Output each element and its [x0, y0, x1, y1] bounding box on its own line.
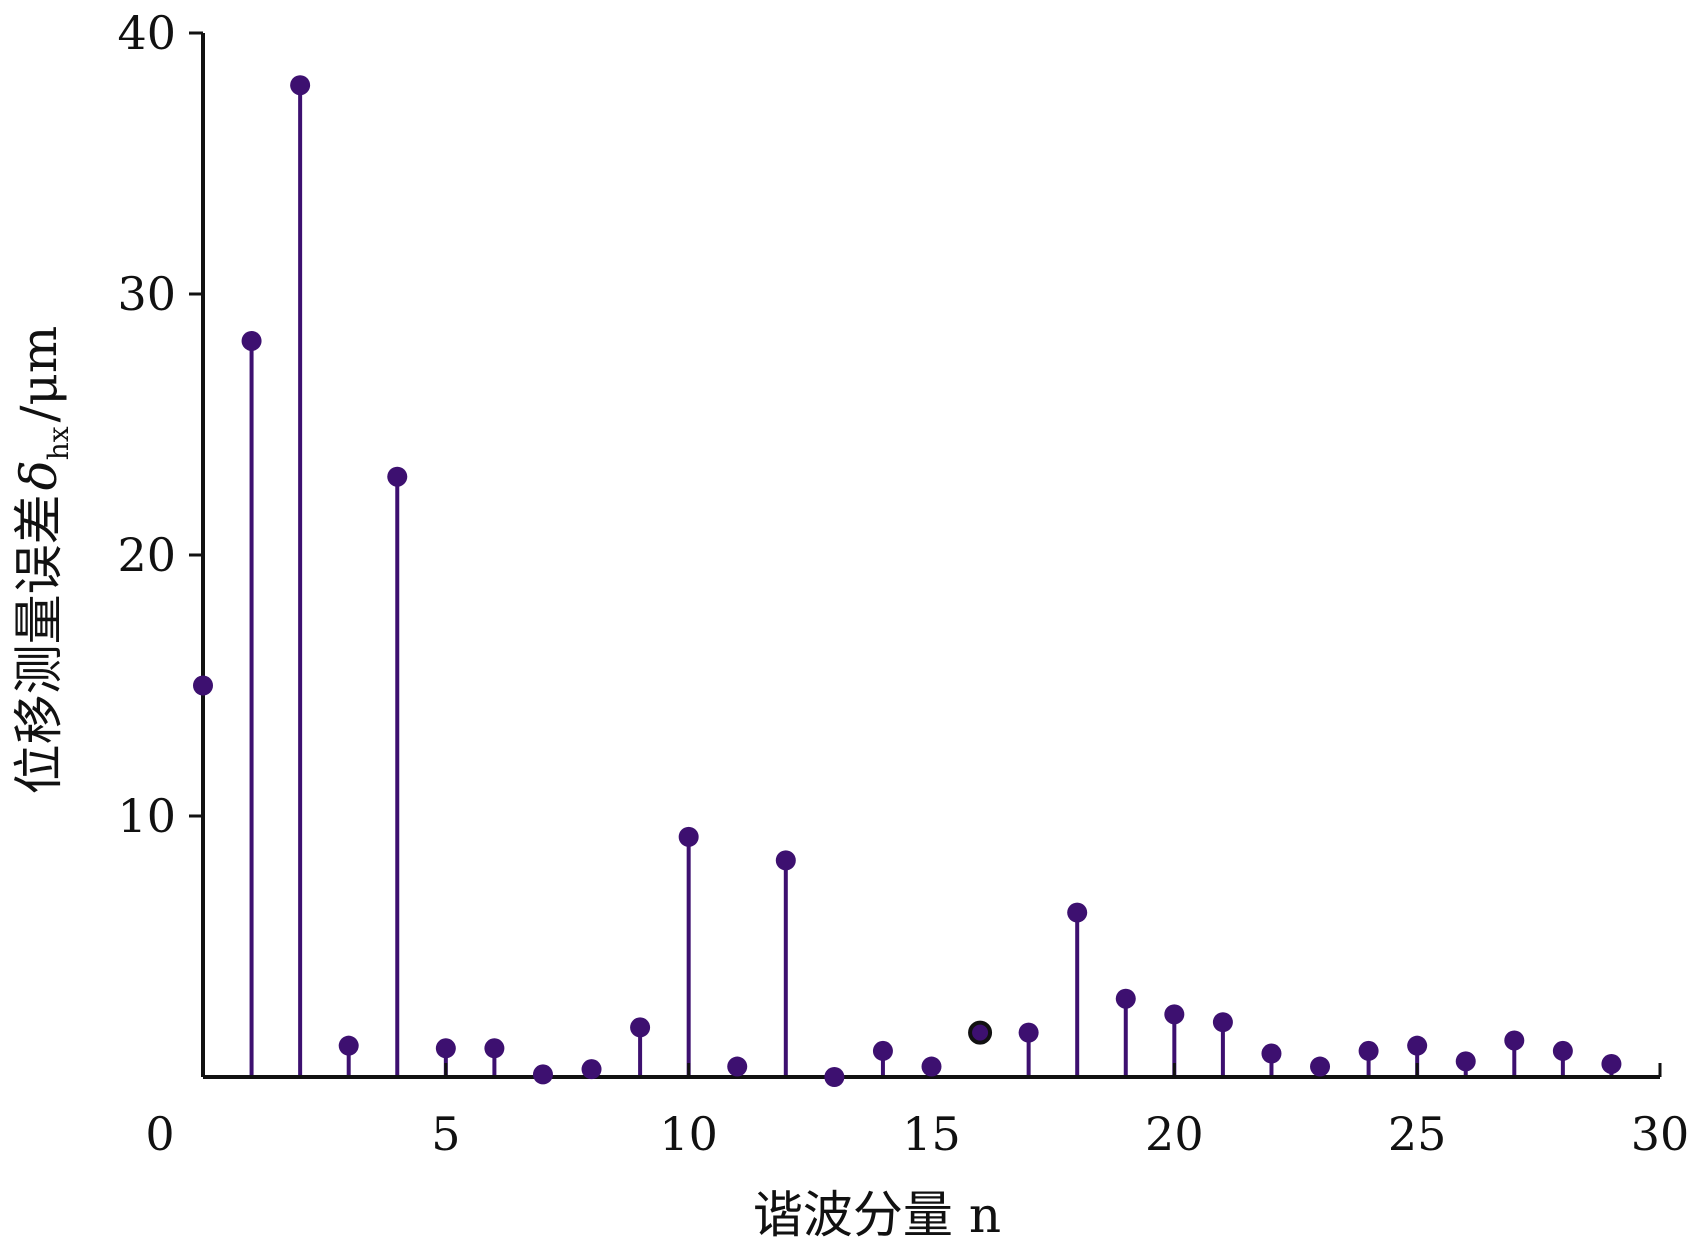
x-tick-label-30: 30 — [1631, 1107, 1689, 1161]
stem-marker-n16 — [968, 1020, 993, 1045]
y-tick-label-20: 20 — [117, 528, 176, 582]
x-tick-label-10: 10 — [659, 1107, 718, 1161]
stem-marker-n6 — [484, 1038, 505, 1059]
stem-marker-n5 — [435, 1038, 456, 1059]
stem-marker-n21 — [1212, 1012, 1233, 1033]
y-tick-label-10: 10 — [117, 789, 176, 843]
stem-marker-n29 — [1601, 1053, 1622, 1074]
stem-marker-n28 — [1552, 1040, 1573, 1061]
stem-marker-n15 — [921, 1056, 942, 1077]
stem-marker-n1 — [241, 330, 262, 351]
stem-marker-n17 — [1018, 1022, 1039, 1043]
stem-marker-n3 — [338, 1035, 359, 1056]
stem-marker-n18 — [1067, 902, 1088, 923]
stem-marker-n2 — [290, 75, 311, 96]
stem-markers — [193, 75, 1622, 1087]
tick-labels: 0 5 10 15 20 25 30 10 20 30 40 — [117, 6, 1689, 1161]
stem-marker-n25 — [1407, 1035, 1428, 1056]
stem-marker-n27 — [1504, 1030, 1525, 1051]
tick-marks — [189, 31, 1662, 1077]
y-tick-label-40: 40 — [117, 6, 176, 60]
stem-marker-n20 — [1164, 1004, 1185, 1025]
stem-marker-n7 — [532, 1064, 553, 1085]
y-axis-title-unit: /μm — [10, 326, 68, 423]
stem-marker-n23 — [1310, 1056, 1331, 1077]
x-tick-label-15: 15 — [902, 1107, 961, 1161]
x-tick-label-0: 0 — [145, 1107, 174, 1161]
y-axis-title-main: 位移测量误差 — [10, 494, 68, 794]
x-tick-label-5: 5 — [431, 1107, 460, 1161]
stem-marker-n11 — [727, 1056, 748, 1077]
x-axis-title: 谐波分量 n — [753, 1186, 1001, 1244]
stem-marker-n26 — [1455, 1051, 1476, 1072]
stem-marker-n10 — [678, 826, 699, 847]
stem-marker-n9 — [630, 1017, 651, 1038]
stem-marker-n8 — [581, 1059, 602, 1080]
y-tick-label-30: 30 — [117, 267, 176, 321]
stem-marker-n0 — [193, 675, 213, 696]
stem-marker-n24 — [1358, 1040, 1379, 1061]
stem-marker-n12 — [775, 850, 796, 871]
y-axis-title-subscript: hx — [42, 426, 75, 460]
y-axis-title: 位移测量误差 δhx/μm — [10, 326, 75, 795]
x-tick-label-25: 25 — [1388, 1107, 1447, 1161]
y-axis-title-symbol: δ — [10, 460, 68, 490]
stem-marker-n13 — [824, 1067, 845, 1087]
stem-lines — [201, 85, 1614, 1077]
x-tick-label-20: 20 — [1145, 1107, 1204, 1161]
stem-marker-n4 — [387, 466, 408, 487]
stem-marker-n22 — [1261, 1043, 1282, 1064]
stem-marker-n14 — [872, 1040, 893, 1061]
axes — [201, 33, 1660, 1079]
stem-marker-n19 — [1115, 988, 1136, 1009]
